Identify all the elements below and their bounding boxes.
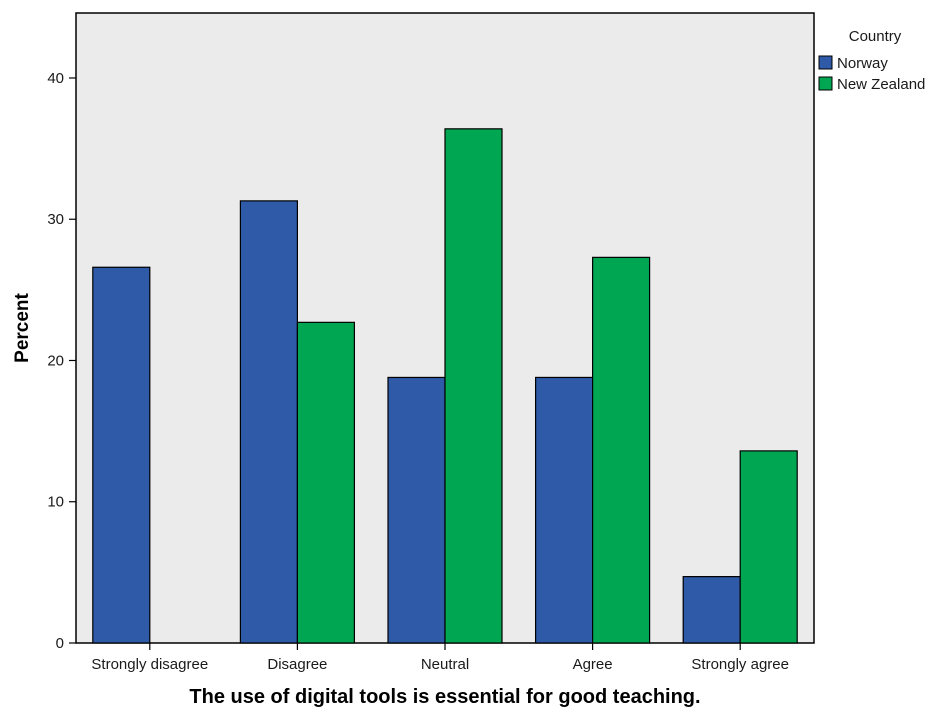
x-axis-ticks: Strongly disagree Disagree Neutral Agree Str…	[91, 643, 789, 673]
bar-new-zealand-neutral	[444, 128, 503, 644]
bar-new-zealand-disagree	[296, 321, 355, 644]
legend-label-new-zealand: New Zealand	[837, 76, 925, 93]
y-axis-title: Percent	[12, 292, 33, 362]
bar-norway-agree	[534, 376, 594, 644]
x-tick-label: Neutral	[421, 656, 469, 673]
bar-norway-strongly-agree	[682, 576, 741, 644]
legend-swatch-new-zealand	[818, 76, 833, 91]
bars	[92, 128, 798, 644]
bar-new-zealand-strongly-agree	[739, 450, 798, 644]
x-tick-label: Strongly disagree	[91, 656, 208, 673]
legend: Country Norway New Zealand	[818, 28, 925, 93]
y-tick-label: 10	[47, 494, 64, 511]
bar-norway-strongly-disagree	[92, 266, 151, 644]
bar-new-zealand-agree	[591, 256, 651, 644]
bar-norway-neutral	[387, 376, 446, 644]
x-axis-title: The use of digital tools is essential fo…	[189, 686, 700, 708]
y-axis-ticks: 0 10 20 30 40	[47, 70, 76, 652]
y-tick-label: 30	[47, 211, 64, 228]
y-tick-label: 0	[56, 635, 64, 652]
x-tick-label: Disagree	[267, 656, 327, 673]
y-tick-label: 20	[47, 352, 64, 369]
y-tick-label: 40	[47, 70, 64, 87]
bar-norway-disagree	[239, 200, 298, 644]
legend-title: Country	[849, 28, 902, 45]
legend-label-norway: Norway	[837, 55, 888, 72]
legend-swatch-norway	[818, 55, 833, 70]
x-tick-label: Agree	[573, 656, 613, 673]
x-tick-label: Strongly agree	[691, 656, 789, 673]
